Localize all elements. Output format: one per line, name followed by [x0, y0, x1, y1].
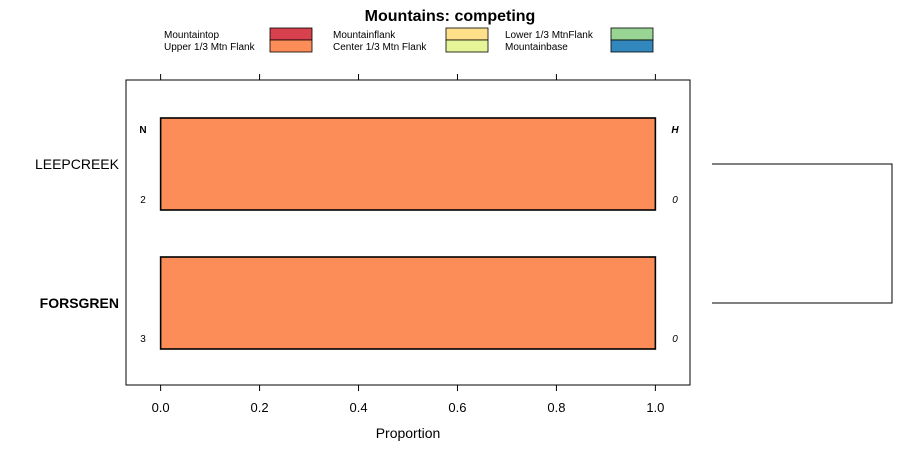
plot-frame — [125, 79, 691, 386]
chart-title: Mountains: competing — [365, 8, 536, 25]
category-label-forsgren: FORSGREN — [40, 295, 119, 311]
top-axis-ticks — [160, 74, 656, 80]
x-tick-label: 1.0 — [646, 400, 664, 415]
h-value: 0 — [672, 195, 678, 206]
dendrogram-branch — [712, 163, 893, 304]
legend: Mountaintop Mountainflank Lower 1/3 MtnFla… — [164, 27, 654, 53]
x-axis: 0.0 0.2 0.4 0.6 0.8 1.0 — [152, 385, 664, 415]
x-tick-label: 0.4 — [349, 400, 367, 415]
n-value: 3 — [140, 334, 146, 345]
legend-swatch-mountaintop — [269, 27, 313, 41]
x-axis-label: Proportion — [376, 425, 441, 441]
dendrogram — [712, 163, 893, 304]
legend-swatch-mountainbase — [610, 39, 654, 53]
bar-leepcreek — [159, 117, 657, 211]
category-label-leepcreek: LEEPCREEK — [35, 156, 120, 172]
legend-swatch-lower-1-3-mtnflank — [610, 27, 654, 41]
n-value: 2 — [140, 195, 146, 206]
bar-forsgren — [159, 256, 657, 350]
x-tick-label: 0.2 — [251, 400, 269, 415]
bars — [159, 117, 657, 350]
legend-label-mountainbase: Mountainbase — [505, 42, 568, 53]
h-column-header: H — [671, 125, 679, 136]
legend-label-lower-1-3-mtnflank: Lower 1/3 MtnFlank — [505, 30, 594, 41]
legend-label-upper-1-3-mtn-flank: Upper 1/3 Mtn Flank — [164, 42, 256, 53]
legend-label-mountainflank: Mountainflank — [333, 30, 396, 41]
legend-label-center-1-3-mtn-flank: Center 1/3 Mtn Flank — [333, 42, 427, 53]
x-tick-label: 0.8 — [547, 400, 565, 415]
legend-label-mountaintop: Mountaintop — [164, 30, 219, 41]
n-column-header: N — [139, 125, 146, 136]
legend-swatch-mountainflank — [445, 27, 489, 41]
category-labels: LEEPCREEK FORSGREN — [35, 156, 120, 311]
annotations: N H 2 0 3 0 — [139, 125, 679, 345]
legend-swatch-center-1-3-mtn-flank — [445, 39, 489, 53]
h-value: 0 — [672, 334, 678, 345]
x-tick-label: 0.6 — [448, 400, 466, 415]
x-tick-label: 0.0 — [152, 400, 170, 415]
legend-swatch-upper-1-3-mtn-flank — [269, 39, 313, 53]
